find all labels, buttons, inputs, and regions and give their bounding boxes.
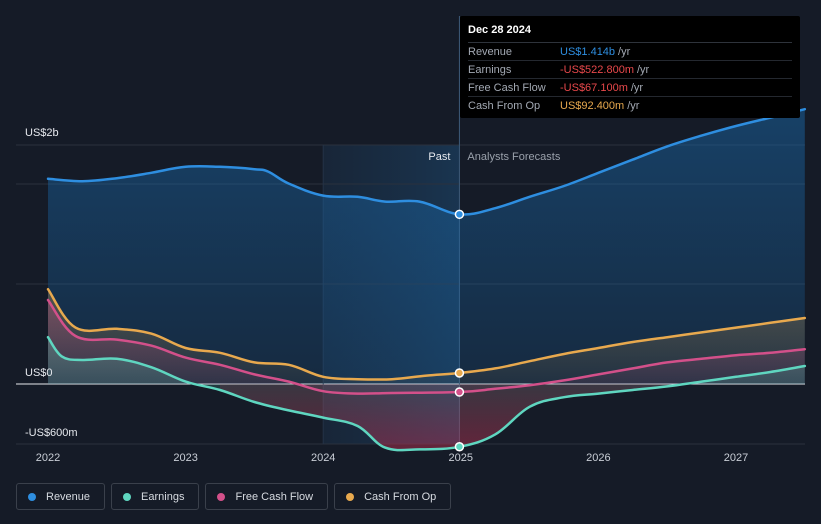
tooltip-unit: /yr [637,63,650,76]
tooltip-label: Free Cash Flow [468,81,546,94]
tooltip-value: US$92.400m [560,99,625,112]
y-tick-label: US$0 [25,367,53,379]
past-label: Past [428,151,450,163]
series-line-earnings [46,335,807,452]
tooltip-label: Revenue [468,45,513,58]
tooltip-unit: /yr [630,81,644,94]
x-tick-label: 2025 [449,452,473,464]
legend-label: Cash From Op [364,490,437,503]
marker-revenue [454,209,465,220]
tooltip-label: Earnings [468,63,512,76]
marker-free-cash-flow [454,387,465,397]
tooltip-date: Dec 28 2024 [468,24,792,43]
tooltip: Dec 28 2024 Revenue US$1.414b /yr Earnin… [460,16,800,118]
legend-dot-icon [28,492,36,501]
legend-dot-icon [123,492,132,501]
y-tick-label: -US$600m [25,427,78,439]
y-tick-label: US$2b [25,127,59,139]
series-line-cash-from-op [46,287,807,381]
tooltip-row-revenue: Revenue US$1.414b /yr [468,43,792,61]
tooltip-row-free-cash-flow: Free Cash Flow -US$67.100m /yr [468,79,792,97]
area-revenue [48,109,805,384]
legend: Revenue Earnings Free Cash Flow Cash Fro… [16,483,452,510]
legend-dot-icon [346,492,355,501]
x-tick-label: 2027 [724,452,748,464]
forecast-label: Analysts Forecasts [467,151,560,163]
tooltip-row-earnings: Earnings -US$522.800m /yr [468,61,792,79]
legend-dot-icon [217,492,226,501]
marker-earnings [454,442,465,452]
x-tick-label: 2024 [311,452,335,464]
tooltip-unit: /yr [618,45,631,58]
tooltip-label: Cash From Op [468,99,541,112]
area-negative [220,384,668,451]
tooltip-value: US$1.414b [560,45,616,58]
marker-cash-from-op [454,368,465,378]
tooltip-row-cash-from-op: Cash From Op US$92.400m /yr [468,97,792,114]
tooltip-unit: /yr [627,99,640,112]
legend-item-free-cash-flow[interactable]: Free Cash Flow [205,483,329,510]
series-line-free-cash-flow [46,298,807,395]
series-line-revenue [46,107,807,216]
area-cash-from-op [48,289,805,384]
tooltip-value: -US$67.100m [560,81,628,94]
x-tick-label: 2023 [173,452,197,464]
legend-item-earnings[interactable]: Earnings [111,483,200,510]
legend-label: Earnings [141,490,185,503]
x-tick-label: 2026 [586,452,610,464]
x-tick-label: 2022 [36,452,60,464]
legend-label: Revenue [46,490,91,503]
legend-label: Free Cash Flow [235,490,314,503]
tooltip-value: -US$522.800m [560,63,634,76]
legend-item-revenue[interactable]: Revenue [16,483,106,510]
legend-item-cash-from-op[interactable]: Cash From Op [334,483,452,510]
